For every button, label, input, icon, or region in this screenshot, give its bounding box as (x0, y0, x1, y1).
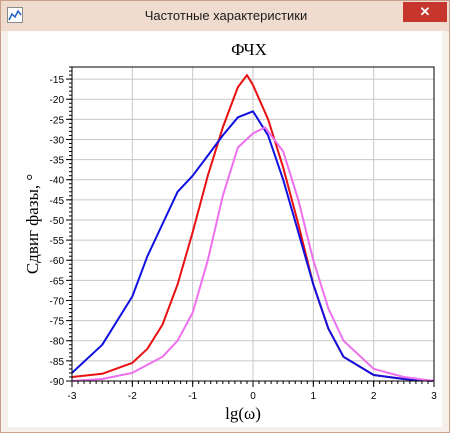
phase-chart: -3 -2 -1 0 1 2 3 -15 -20 -25 -30 -35 -40 -45 -50 -55 -60… (23, 40, 437, 423)
x-tick-label: 1 (311, 391, 317, 402)
y-tick-label: -20 (50, 95, 65, 106)
x-tick-label: 3 (431, 391, 437, 402)
y-tick-label: -90 (50, 377, 65, 388)
y-tick-label: -50 (50, 216, 65, 227)
y-tick-label: -75 (50, 317, 65, 328)
y-tick-label: -25 (50, 115, 65, 126)
y-tick-label: -80 (50, 337, 65, 348)
series-line-3 (71, 126, 435, 382)
chart-area: -3 -2 -1 0 1 2 3 -15 -20 -25 -30 -35 -40 -45 -50 -55 -60… (8, 31, 442, 427)
title-bar[interactable]: Частотные характеристики ✕ (1, 1, 449, 31)
y-tick-label: -85 (50, 357, 65, 368)
y-tick-label: -15 (50, 75, 65, 86)
y-tick-label: -40 (50, 176, 65, 187)
x-tick-label: 2 (371, 391, 377, 402)
plot-frame (71, 66, 435, 382)
close-button[interactable]: ✕ (403, 2, 447, 22)
chart-app-icon[interactable] (7, 7, 23, 23)
window-title: Частотные характеристики (144, 8, 308, 23)
y-axis-label: Сдвиг фазы, ° (23, 174, 42, 274)
y-tick-label: -70 (50, 296, 65, 307)
series-line-2 (71, 110, 435, 382)
y-tick-label: -45 (50, 196, 65, 207)
x-tick-label: -3 (68, 391, 77, 402)
x-tick-label: -1 (188, 391, 197, 402)
x-tick-label: 0 (250, 391, 256, 402)
y-tick-label: -65 (50, 276, 65, 287)
y-tick-label: -30 (50, 135, 65, 146)
y-tick-label: -35 (50, 156, 65, 167)
y-tick-label: -60 (50, 256, 65, 267)
x-tick-label: -2 (128, 391, 137, 402)
chart-app-icon-glyph (8, 9, 22, 21)
chart-title: ФЧХ (231, 40, 267, 59)
y-tick-label: -55 (50, 236, 65, 247)
x-axis-label: lg(ω) (225, 404, 261, 423)
